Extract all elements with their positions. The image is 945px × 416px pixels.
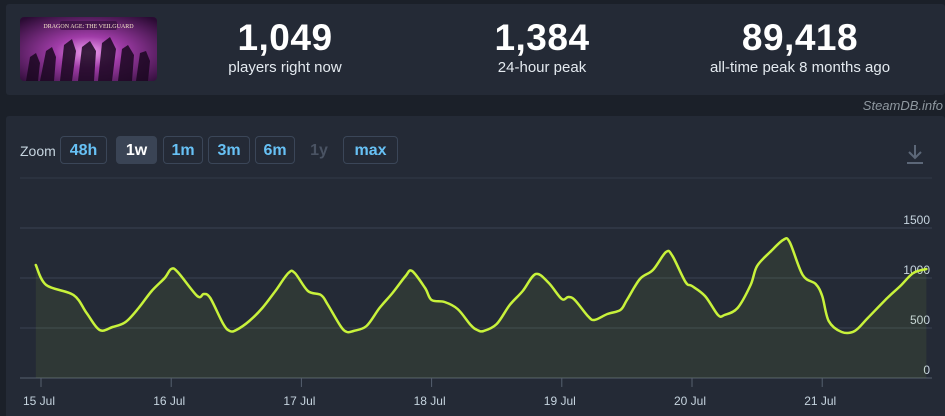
chart-gridlines <box>20 177 932 379</box>
chart-x-axis: 15 Jul 16 Jul 17 Jul 18 Jul 19 Jul 20 Jul 21 J… <box>23 378 836 408</box>
zoom-1m-button[interactable]: 1m <box>163 136 203 164</box>
zoom-48h-button[interactable]: 48h <box>60 136 107 164</box>
stat-label: all-time peak 8 months ago <box>709 59 891 76</box>
stat-value: 89,418 <box>741 17 859 58</box>
x-tick-label: 19 Jul <box>544 394 576 408</box>
chart-panel: Zoom 48h 1w 1m 3m 6m 1y max <box>6 116 945 416</box>
y-tick-label: 0 <box>923 363 930 377</box>
zoom-max-button[interactable]: max <box>343 136 398 164</box>
chart-series-line[interactable] <box>34 236 928 335</box>
stat-label: 24-hour peak <box>497 59 587 76</box>
y-tick-label: 1500 <box>903 213 930 227</box>
download-icon[interactable] <box>904 142 926 166</box>
y-tick-label: 1000 <box>903 263 930 277</box>
steamdb-watermark[interactable]: SteamDB.info <box>862 98 943 113</box>
zoom-6m-button[interactable]: 6m <box>255 136 295 164</box>
y-tick-label: 500 <box>910 313 930 327</box>
x-tick-label: 18 Jul <box>414 394 446 408</box>
game-cover-art: DRAGON AGE: THE VEILGUARD <box>20 17 157 81</box>
chart-area-fill <box>35 238 927 378</box>
zoom-1y-button: 1y <box>310 142 328 159</box>
stat-24h-peak: 1,384 24-hour peak <box>462 18 622 78</box>
game-thumbnail[interactable]: DRAGON AGE: THE VEILGUARD <box>20 17 157 81</box>
stat-value: 1,384 <box>494 17 590 58</box>
zoom-3m-button[interactable]: 3m <box>208 136 250 164</box>
x-tick-label: 21 Jul <box>804 394 836 408</box>
zoom-label: Zoom <box>20 143 56 159</box>
chart-y-axis: 0 500 1000 1500 <box>903 213 930 377</box>
x-tick-label: 15 Jul <box>23 394 55 408</box>
stats-bar: DRAGON AGE: THE VEILGUARD 1,049 players … <box>6 4 945 95</box>
stat-label: players right now <box>228 59 342 76</box>
x-tick-label: 17 Jul <box>283 394 315 408</box>
stat-all-time-peak: 89,418 all-time peak 8 months ago <box>695 18 905 78</box>
stat-current-players: 1,049 players right now <box>205 18 365 78</box>
zoom-1w-button[interactable]: 1w <box>116 136 157 164</box>
x-tick-label: 20 Jul <box>674 394 706 408</box>
x-tick-label: 16 Jul <box>153 394 185 408</box>
stat-value: 1,049 <box>237 17 333 58</box>
game-logo-text: DRAGON AGE: THE VEILGUARD <box>43 24 134 30</box>
